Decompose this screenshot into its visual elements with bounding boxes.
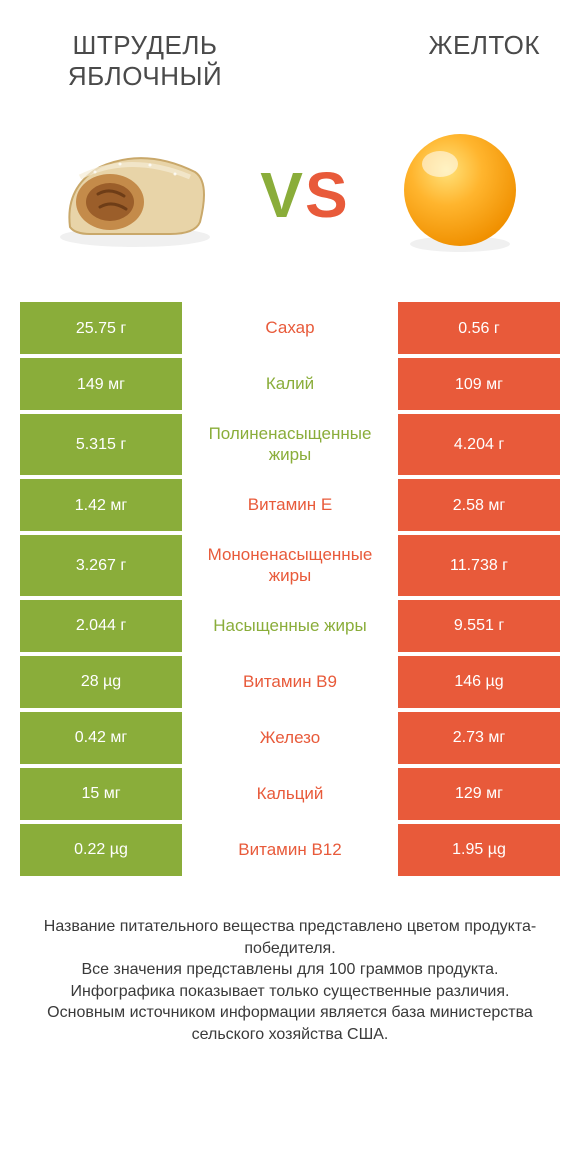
table-row: 15 мгКальций129 мг	[20, 768, 560, 820]
value-right: 11.738 г	[398, 535, 560, 596]
table-row: 0.42 мгЖелезо2.73 мг	[20, 712, 560, 764]
value-right: 0.56 г	[398, 302, 560, 354]
nutrient-label: Витамин E	[182, 479, 398, 531]
nutrient-label: Калий	[182, 358, 398, 410]
nutrient-label: Мононенасыщенные жиры	[182, 535, 398, 596]
table-row: 0.22 µgВитамин B121.95 µg	[20, 824, 560, 876]
value-right: 109 мг	[398, 358, 560, 410]
value-right: 146 µg	[398, 656, 560, 708]
nutrient-label: Железо	[182, 712, 398, 764]
images-row: VS	[20, 122, 560, 267]
value-left: 28 µg	[20, 656, 182, 708]
nutrient-table: 25.75 гСахар0.56 г149 мгКалий109 мг5.315…	[20, 302, 560, 876]
table-row: 149 мгКалий109 мг	[20, 358, 560, 410]
vs-v: V	[260, 159, 305, 231]
table-row: 2.044 гНасыщенные жиры9.551 г	[20, 600, 560, 652]
strudel-image	[50, 132, 220, 257]
value-left: 1.42 мг	[20, 479, 182, 531]
nutrient-label: Витамин B12	[182, 824, 398, 876]
value-left: 3.267 г	[20, 535, 182, 596]
footer-line: Все значения представлены для 100 граммо…	[35, 959, 545, 981]
vs-s: S	[305, 159, 350, 231]
title-left: ШТРУДЕЛЬ ЯБЛОЧНЫЙ	[40, 30, 250, 92]
value-left: 15 мг	[20, 768, 182, 820]
table-row: 1.42 мгВитамин E2.58 мг	[20, 479, 560, 531]
table-row: 3.267 гМононенасыщенные жиры11.738 г	[20, 535, 560, 596]
value-right: 129 мг	[398, 768, 560, 820]
value-right: 1.95 µg	[398, 824, 560, 876]
nutrient-label: Витамин B9	[182, 656, 398, 708]
nutrient-label: Насыщенные жиры	[182, 600, 398, 652]
value-left: 25.75 г	[20, 302, 182, 354]
title-right: ЖЕЛТОК	[429, 30, 541, 61]
value-right: 2.73 мг	[398, 712, 560, 764]
table-row: 5.315 гПолиненасыщенные жиры4.204 г	[20, 414, 560, 475]
footer-line: Основным источником информации является …	[35, 1002, 545, 1045]
nutrient-label: Кальций	[182, 768, 398, 820]
footer-line: Инфографика показывает только существенн…	[35, 981, 545, 1003]
value-left: 2.044 г	[20, 600, 182, 652]
table-row: 25.75 гСахар0.56 г	[20, 302, 560, 354]
value-right: 9.551 г	[398, 600, 560, 652]
value-left: 5.315 г	[20, 414, 182, 475]
title-row: ШТРУДЕЛЬ ЯБЛОЧНЫЙ ЖЕЛТОК	[20, 30, 560, 92]
nutrient-label: Сахар	[182, 302, 398, 354]
table-row: 28 µgВитамин B9146 µg	[20, 656, 560, 708]
footer-line: Название питательного вещества представл…	[35, 916, 545, 959]
yolk-image	[390, 122, 530, 267]
footer-text: Название питательного вещества представл…	[20, 906, 560, 1046]
value-right: 2.58 мг	[398, 479, 560, 531]
nutrient-label: Полиненасыщенные жиры	[182, 414, 398, 475]
value-left: 0.22 µg	[20, 824, 182, 876]
value-left: 0.42 мг	[20, 712, 182, 764]
vs-label: VS	[260, 158, 349, 232]
value-left: 149 мг	[20, 358, 182, 410]
value-right: 4.204 г	[398, 414, 560, 475]
